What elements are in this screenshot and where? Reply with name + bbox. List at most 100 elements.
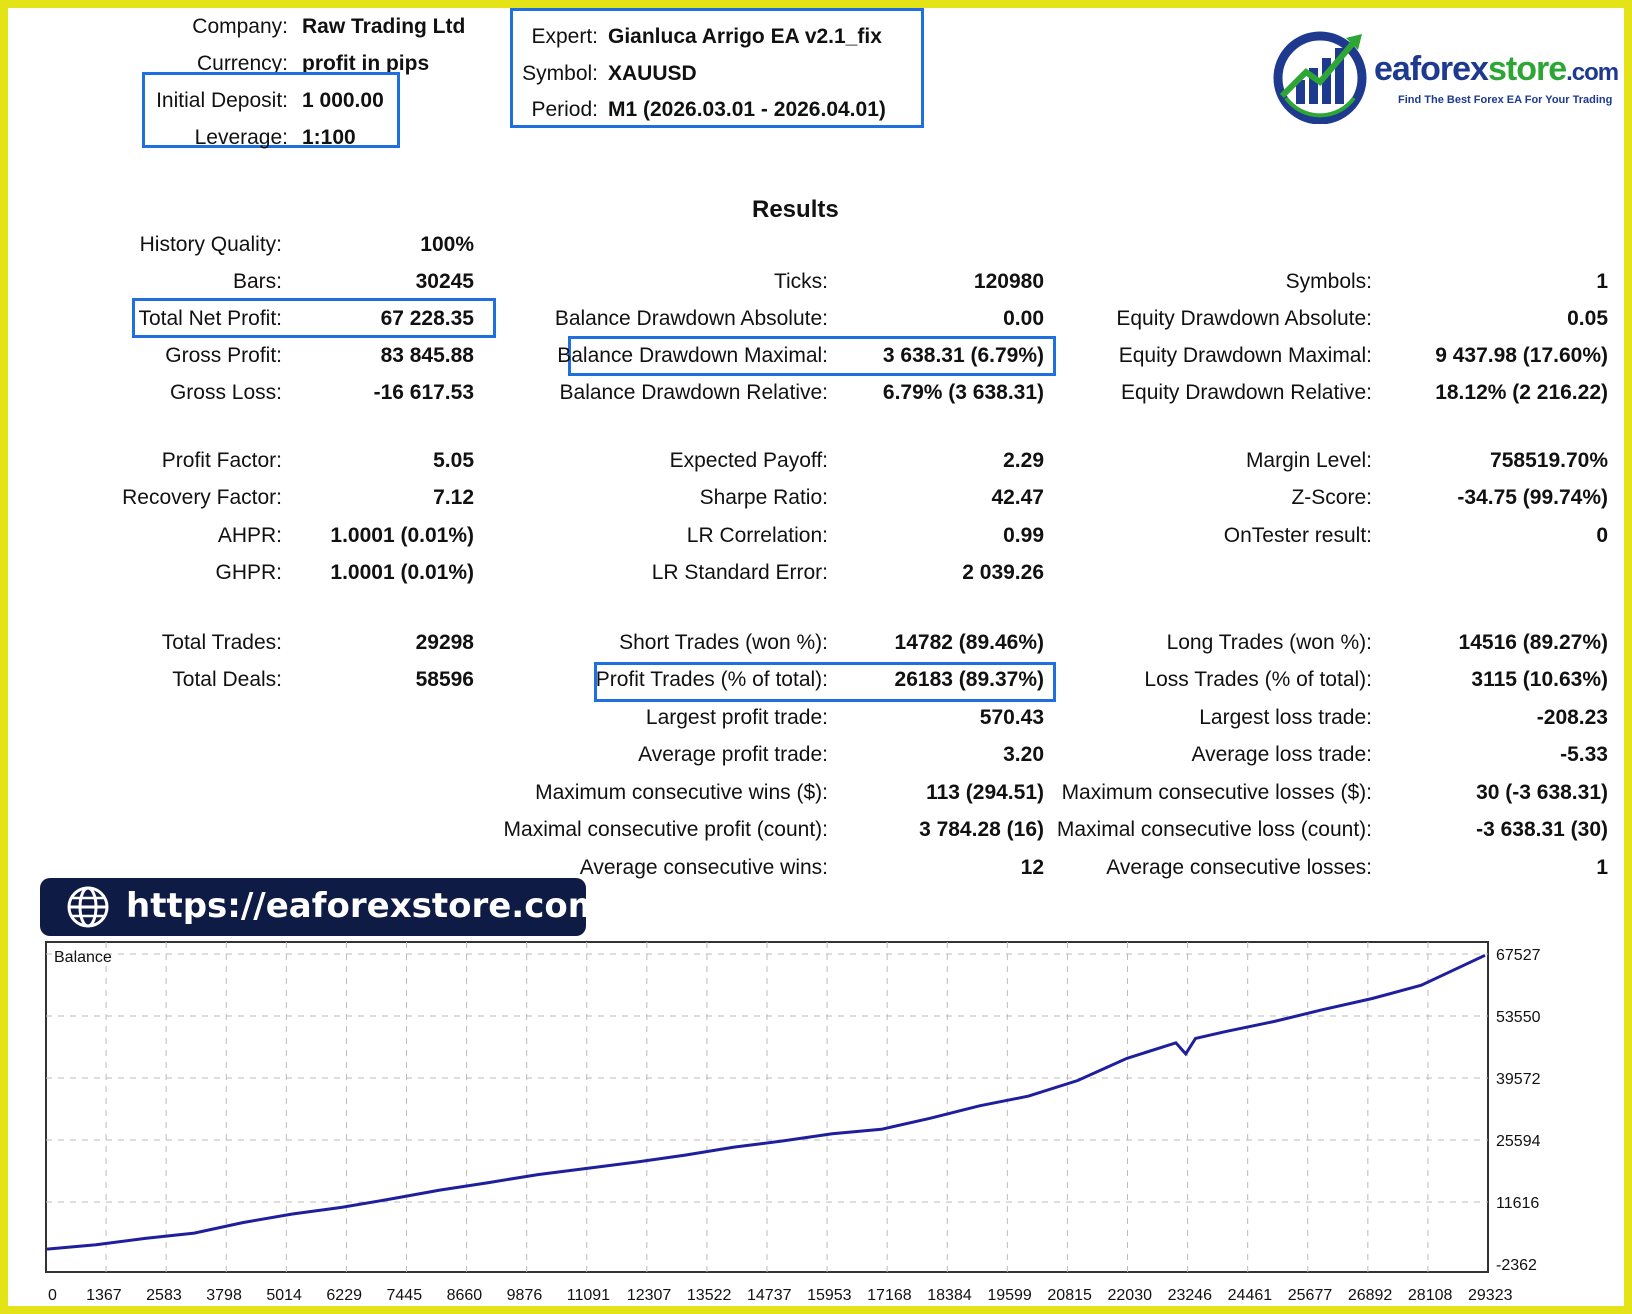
stat-value: 758519.70% xyxy=(1490,449,1608,472)
stat-label: LR Correlation: xyxy=(686,524,828,547)
stat-value: 12 xyxy=(1020,856,1044,879)
x-tick-label: 17168 xyxy=(867,1287,912,1304)
stat-value: 29298 xyxy=(415,631,474,654)
expert-value: Gianluca Arrigo EA v2.1_fix xyxy=(608,25,882,48)
stat-value: -5.33 xyxy=(1560,743,1608,766)
url-banner[interactable]: https://eaforexstore.com/ xyxy=(40,878,616,936)
stat-value: 14782 (89.46%) xyxy=(894,631,1044,654)
stat-label: Largest profit trade: xyxy=(645,706,828,729)
stat-label: Recovery Factor: xyxy=(122,486,282,509)
brand-tagline: Find The Best Forex EA For Your Trading xyxy=(1398,94,1613,106)
stat-label: Maximal consecutive profit (count): xyxy=(503,818,828,841)
leverage-value: 1:100 xyxy=(302,126,356,149)
symbol-label: Symbol: xyxy=(522,62,598,85)
stat-value: -208.23 xyxy=(1536,706,1608,729)
stat-label: Balance Drawdown Maximal: xyxy=(557,344,828,367)
balance-drawdown-highlight-box xyxy=(568,336,1056,376)
profit-trades-highlight-box xyxy=(594,662,1056,702)
results-title: Results xyxy=(752,196,839,223)
stat-value: 1 xyxy=(1596,856,1608,879)
stat-label: Long Trades (won %): xyxy=(1166,631,1372,654)
stat-label: Profit Trades (% of total): xyxy=(595,668,828,691)
stat-value: -34.75 (99.74%) xyxy=(1457,486,1608,509)
stat-value: 18.12% (2 216.22) xyxy=(1435,381,1608,404)
stat-label: Expected Payoff: xyxy=(669,449,828,472)
stat-label: Margin Level: xyxy=(1245,449,1372,472)
stat-label: AHPR: xyxy=(217,524,282,547)
x-tick-label: 11091 xyxy=(567,1287,610,1304)
stat-label: Average consecutive losses: xyxy=(1106,856,1372,879)
stat-value: 9 437.98 (17.60%) xyxy=(1435,344,1608,367)
stat-value: 100% xyxy=(420,233,474,256)
balance-line xyxy=(46,953,1486,1251)
stat-label: Largest loss trade: xyxy=(1199,706,1372,729)
x-tick-label: 6229 xyxy=(326,1287,362,1304)
stat-value: 120980 xyxy=(973,270,1044,293)
stat-value: 570.43 xyxy=(979,706,1044,729)
stat-label: Average consecutive wins: xyxy=(579,856,828,879)
period-value: M1 (2026.03.01 - 2026.04.01) xyxy=(608,98,886,121)
x-tick-label: 19599 xyxy=(987,1287,1032,1304)
stat-value: 3115 (10.63%) xyxy=(1471,668,1608,691)
company-value: Raw Trading Ltd xyxy=(302,15,466,38)
stat-value: 14516 (89.27%) xyxy=(1458,631,1608,654)
stat-label: Profit Factor: xyxy=(161,449,282,472)
x-tick-label: 15953 xyxy=(807,1287,852,1304)
x-tick-label: 13522 xyxy=(687,1287,732,1304)
balance-chart: -2362 11616 25594 39572 53550 67527 0 1367 2583 3… xyxy=(45,941,1541,1304)
stat-label: Sharpe Ratio: xyxy=(699,486,828,509)
stat-label: Balance Drawdown Relative: xyxy=(559,381,828,404)
x-tick-label: 20815 xyxy=(1047,1287,1092,1304)
currency-label: Currency: xyxy=(196,52,288,75)
stat-value: 7.12 xyxy=(433,486,474,509)
stat-label: OnTester result: xyxy=(1223,524,1372,547)
brand-name: eaforexstore.com xyxy=(1374,50,1619,88)
company-label: Company: xyxy=(192,15,288,38)
stat-value: 3 638.31 (6.79%) xyxy=(882,344,1044,367)
x-tick-label: 12307 xyxy=(627,1287,672,1304)
stat-value: 1.0001 (0.01%) xyxy=(330,524,474,547)
x-tick-label: 9876 xyxy=(507,1287,543,1304)
stat-value: 0 xyxy=(1596,524,1608,547)
currency-value: profit in pips xyxy=(302,52,430,75)
stat-label: GHPR: xyxy=(215,561,282,584)
stat-value: 58596 xyxy=(415,668,474,691)
deposit-label: Initial Deposit: xyxy=(156,89,288,112)
deposit-value: 1 000.00 xyxy=(302,89,384,112)
net-profit-highlight-box xyxy=(132,298,496,338)
stat-label: Equity Drawdown Maximal: xyxy=(1118,344,1372,367)
stat-value: 1.0001 (0.01%) xyxy=(330,561,474,584)
stat-label: Equity Drawdown Relative: xyxy=(1121,381,1372,404)
leverage-label: Leverage: xyxy=(194,126,288,149)
stat-value: 26183 (89.37%) xyxy=(894,668,1044,691)
x-tick-label: 24461 xyxy=(1228,1287,1273,1304)
stat-label: Equity Drawdown Absolute: xyxy=(1116,307,1372,330)
stat-label: Short Trades (won %): xyxy=(619,631,828,654)
period-label: Period: xyxy=(531,98,598,121)
stat-value: 5.05 xyxy=(433,449,474,472)
stat-label: Total Trades: xyxy=(161,631,282,654)
brand-logo[interactable]: eaforexstore.com Find The Best Forex EA … xyxy=(1270,26,1624,126)
stat-value: 0.00 xyxy=(1003,307,1044,330)
deposit-highlight-box xyxy=(142,72,400,148)
stat-value: 3.20 xyxy=(1003,743,1044,766)
stat-value: 0.05 xyxy=(1567,307,1608,330)
x-tick-label: 23246 xyxy=(1168,1287,1213,1304)
x-tick-label: 26892 xyxy=(1348,1287,1393,1304)
stat-value: 1 xyxy=(1596,270,1608,293)
stat-label: Gross Profit: xyxy=(165,344,282,367)
stat-label: Symbols: xyxy=(1285,270,1372,293)
x-tick-label: 22030 xyxy=(1108,1287,1153,1304)
x-tick-label: 7445 xyxy=(387,1287,423,1304)
stat-value: 113 (294.51) xyxy=(926,781,1044,804)
stat-value: -16 617.53 xyxy=(373,381,474,404)
stat-label: Average profit trade: xyxy=(638,743,828,766)
stat-label: Ticks: xyxy=(773,270,828,293)
x-tick-label: 18384 xyxy=(927,1287,972,1304)
stat-label: Average loss trade: xyxy=(1191,743,1372,766)
stat-label: Maximum consecutive losses ($): xyxy=(1061,781,1372,804)
x-tick-label: 5014 xyxy=(266,1287,302,1304)
stat-label: LR Standard Error: xyxy=(651,561,828,584)
stat-label: History Quality: xyxy=(139,233,282,256)
